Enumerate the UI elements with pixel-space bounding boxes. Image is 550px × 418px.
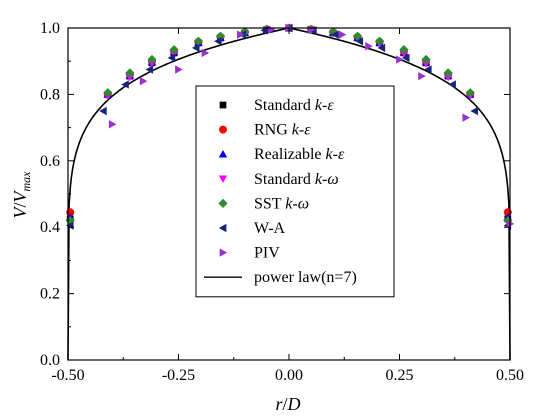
data-point	[145, 65, 154, 74]
legend-label: Standard k-ε	[254, 97, 334, 114]
x-tick-label: 0.00	[275, 367, 303, 384]
legend-label: SST k-ω	[254, 195, 309, 212]
x-tick-label: 0.25	[386, 367, 414, 384]
data-point	[125, 73, 135, 82]
data-point	[338, 30, 347, 39]
legend-marker-swatch	[219, 101, 227, 109]
data-point	[424, 65, 432, 74]
data-point	[169, 44, 179, 55]
series-triangle-right	[108, 23, 515, 229]
tick-labels: -0.50 -0.25 0.00 0.25 0.50 0.0 0.2 0.4 0.6 0.8 1.0	[40, 20, 524, 384]
data-point	[448, 80, 456, 89]
data-point	[352, 31, 363, 41]
y-tick-label: 0.4	[40, 219, 60, 236]
data-point	[396, 55, 404, 64]
y-tick-label: 0.2	[40, 286, 60, 303]
y-tick-label: 0.8	[40, 86, 60, 103]
legend-marker-swatch	[218, 223, 227, 233]
legend-box	[195, 85, 395, 298]
data-point	[193, 36, 204, 46]
y-axis-label: V/Vmax	[10, 171, 33, 219]
x-tick-label: 0.50	[496, 367, 524, 384]
legend-item: W-A	[218, 220, 286, 237]
legend-item: RNG k-ε	[219, 122, 311, 139]
data-point	[470, 106, 478, 116]
legend-marker-swatch	[218, 198, 228, 209]
data-point	[421, 54, 431, 65]
legend-item: Standard k-ω	[218, 171, 339, 188]
y-tick-label: 0.0	[40, 352, 60, 369]
data-point	[125, 68, 135, 78]
legend-label: Standard k-ω	[254, 171, 339, 188]
data-point	[103, 88, 113, 98]
data-point	[465, 88, 475, 98]
data-point	[418, 71, 426, 81]
legend-item: power law(n=7)	[204, 269, 357, 286]
legend-label: PIV	[254, 245, 280, 262]
legend-item: Standard k-ε	[219, 97, 334, 114]
legend: Standard k-ε RNG k-ε Realizable k-ε Standar…	[195, 85, 395, 298]
data-point	[355, 37, 364, 46]
data-point	[147, 54, 157, 65]
legend-label: power law(n=7)	[254, 269, 357, 286]
data-point	[237, 30, 245, 39]
data-point	[191, 43, 200, 53]
y-tick-label: 0.6	[40, 153, 60, 170]
data-point	[167, 53, 176, 63]
x-tick-label: -0.25	[162, 367, 195, 384]
data-point	[331, 30, 339, 39]
data-point	[462, 113, 470, 122]
data-point	[121, 80, 129, 89]
data-point	[108, 120, 117, 129]
legend-marker-swatch	[219, 248, 228, 257]
y-tick-label: 1.0	[40, 20, 60, 37]
legend-label: RNG k-ε	[254, 122, 311, 139]
data-point	[399, 44, 409, 55]
data-point	[175, 65, 183, 74]
data-point	[139, 76, 148, 86]
data-point	[201, 48, 210, 58]
legend-item: PIV	[219, 245, 280, 262]
legend-marker-swatch	[218, 150, 228, 158]
legend-marker-swatch	[219, 125, 227, 134]
data-point	[365, 42, 373, 51]
legend-label: W-A	[254, 220, 286, 237]
data-point	[377, 43, 386, 53]
data-point	[215, 31, 226, 41]
data-point	[401, 53, 410, 63]
data-point	[214, 37, 222, 46]
x-axis-label: r/D	[275, 394, 300, 414]
legend-item: SST k-ω	[218, 195, 309, 212]
x-tick-label: -0.50	[51, 367, 84, 384]
legend-label: Realizable k-ε	[254, 146, 345, 163]
legend-marker-swatch	[218, 175, 228, 183]
data-point	[99, 106, 107, 116]
data-point	[443, 68, 453, 78]
legend-item: Realizable k-ε	[218, 146, 345, 163]
axes	[67, 27, 511, 361]
data-point	[374, 36, 385, 46]
data-point	[443, 73, 453, 82]
data-point	[65, 215, 75, 226]
